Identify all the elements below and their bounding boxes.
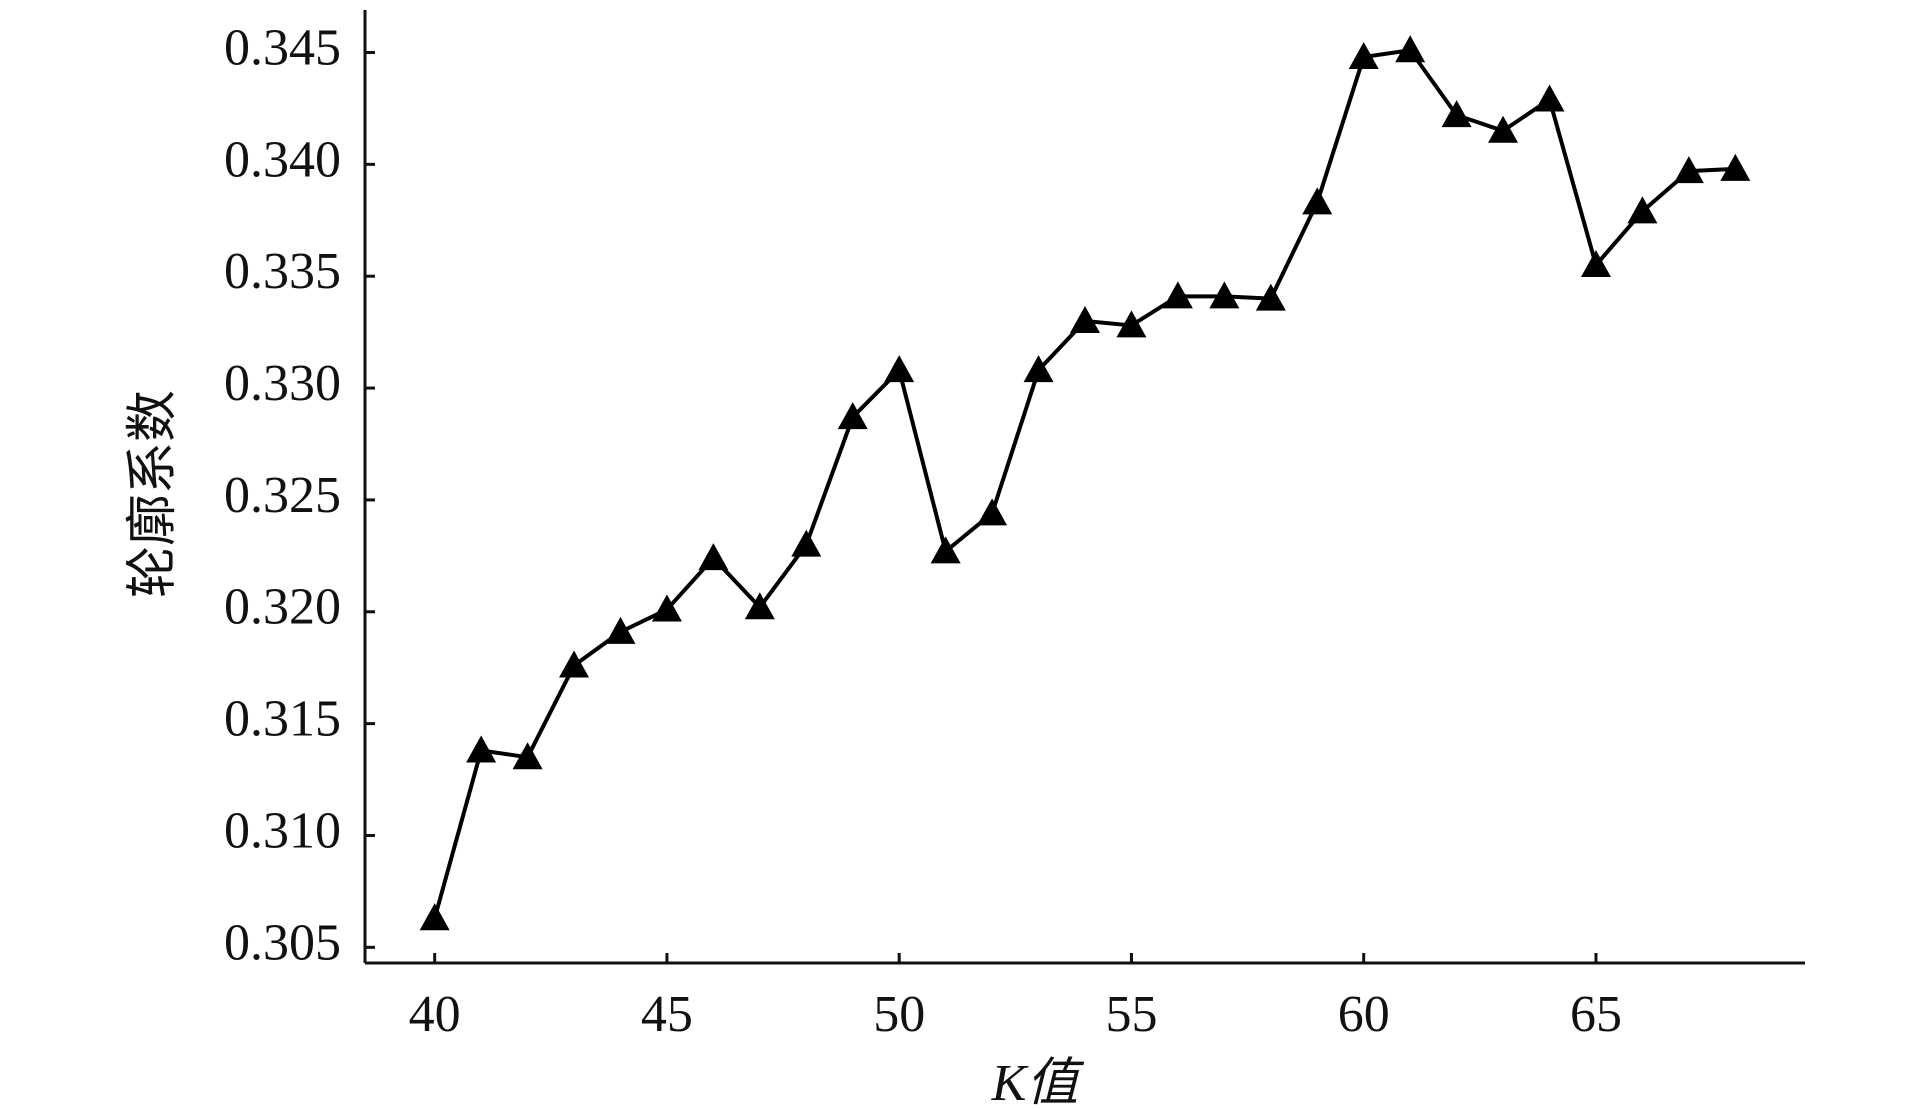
marker: [791, 529, 822, 557]
marker: [1209, 281, 1240, 309]
marker: [1720, 153, 1751, 181]
marker: [1255, 283, 1286, 311]
marker: [559, 650, 590, 678]
marker: [1023, 355, 1054, 383]
marker: [1488, 115, 1519, 143]
marker: [1395, 35, 1426, 63]
x-tick-label: 60: [1338, 986, 1390, 1043]
y-axis-title: 轮廓系数: [125, 390, 182, 598]
marker: [419, 903, 450, 931]
x-tick-label: 65: [1570, 986, 1622, 1043]
marker: [884, 355, 915, 383]
y-tick-label: 0.330: [224, 355, 341, 412]
marker: [1302, 187, 1333, 215]
marker: [698, 543, 729, 571]
marker: [512, 742, 543, 770]
marker: [744, 592, 775, 620]
marker: [1116, 310, 1147, 338]
marker: [1627, 196, 1658, 224]
marker: [977, 498, 1008, 526]
marker: [930, 536, 961, 564]
marker: [1673, 156, 1704, 184]
marker: [1162, 281, 1193, 309]
y-tick-label: 0.325: [224, 467, 341, 524]
x-tick-label: 55: [1105, 986, 1157, 1043]
marker: [605, 616, 636, 644]
y-tick-label: 0.335: [224, 243, 341, 300]
x-tick-label: 50: [873, 986, 925, 1043]
x-tick-label: 40: [409, 986, 461, 1043]
marker: [1348, 41, 1379, 69]
y-tick-label: 0.305: [224, 914, 341, 971]
marker: [1580, 250, 1611, 278]
marker: [466, 735, 497, 763]
marker: [1534, 84, 1565, 112]
marker: [651, 594, 682, 622]
y-tick-label: 0.315: [224, 691, 341, 748]
x-axis-title: K值: [991, 1055, 1085, 1110]
x-tick-label: 45: [641, 986, 693, 1043]
y-tick-label: 0.310: [224, 802, 341, 859]
y-tick-label: 0.320: [224, 579, 341, 636]
marker: [1070, 305, 1100, 333]
marker: [1441, 100, 1472, 128]
y-tick-label: 0.345: [224, 19, 341, 76]
line: [432, 48, 1736, 919]
marker: [837, 402, 868, 430]
y-tick-label: 0.340: [224, 131, 341, 188]
